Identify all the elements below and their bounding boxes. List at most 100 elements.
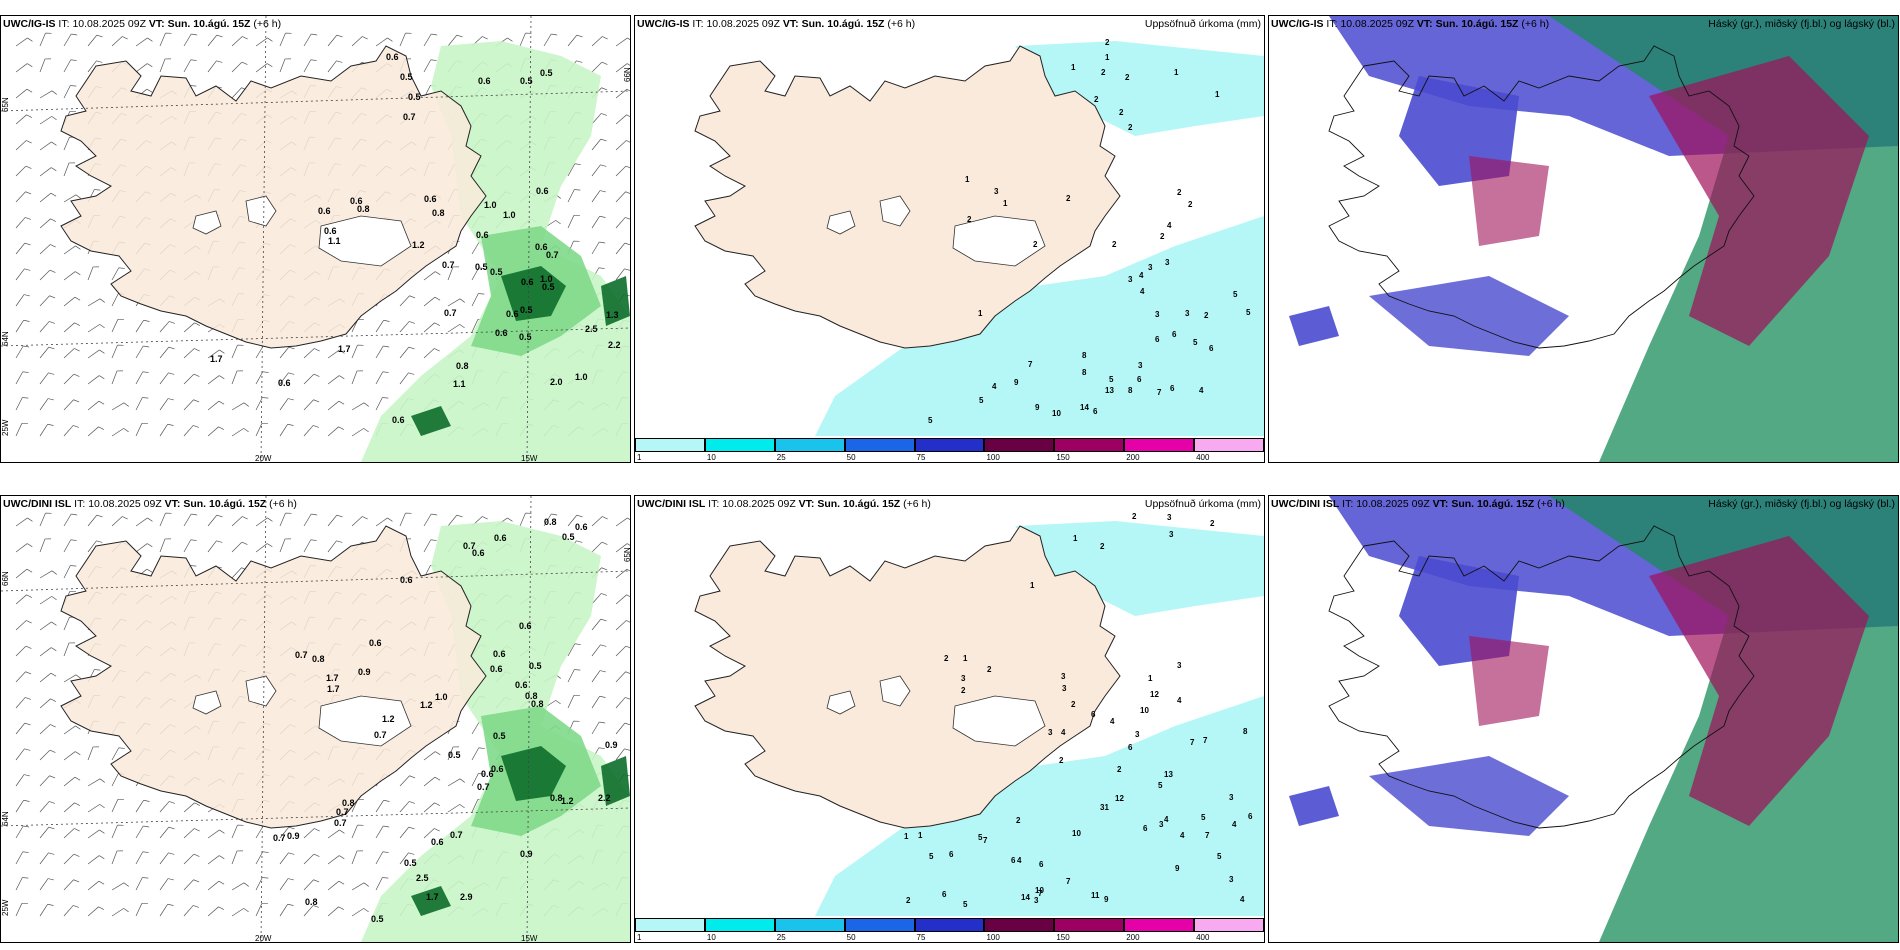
precip-value-label: 1.7	[210, 354, 223, 364]
wind-barb	[615, 88, 630, 99]
it-label: IT:	[1326, 18, 1338, 30]
accum-value-label: 10	[1052, 409, 1061, 418]
precip-value-label: 0.5	[448, 750, 461, 760]
wind-barb	[375, 517, 393, 527]
colorbar-swatch	[1124, 918, 1195, 932]
accum-value-label: 4	[992, 382, 997, 391]
accum-value-label: 2	[944, 654, 949, 663]
wind-barb	[63, 271, 81, 281]
wind-barb	[111, 267, 125, 281]
wind-barb	[423, 828, 440, 839]
wind-barb	[111, 747, 125, 761]
precip-value-label: 0.6	[318, 206, 331, 216]
precip-value-label: 0.9	[287, 831, 300, 841]
wind-barb	[15, 620, 32, 631]
precip-value-label: 0.6	[386, 52, 399, 62]
accum-value-label: 5	[1158, 781, 1163, 790]
precip-value-label: 0.5	[400, 72, 413, 82]
wind-barb	[423, 802, 441, 813]
wind-barb	[63, 85, 77, 99]
cloud-field-layer	[1269, 496, 1898, 942]
wind-barb	[39, 698, 57, 709]
wind-barb	[327, 855, 345, 865]
wind-barb	[375, 371, 389, 385]
wind-barb	[87, 34, 103, 47]
wind-barb	[15, 902, 28, 917]
accum-precip-panel-row2: UWC/DINI ISL IT: 10.08.2025 09Z VT: Sun.…	[634, 495, 1265, 943]
wind-barb	[111, 798, 124, 813]
wind-barb	[231, 402, 249, 411]
precip-value-label: 0.6	[478, 76, 491, 86]
wind-barb	[399, 801, 415, 813]
precip-value-label: 1.0	[575, 372, 588, 382]
wind-barb	[351, 824, 364, 839]
colorbar-swatch	[1194, 918, 1264, 932]
model-name: UWC/DINI ISL	[3, 498, 72, 510]
vt-label: VT:	[1416, 18, 1433, 30]
wind-barb	[159, 538, 172, 553]
wind-barb	[15, 594, 33, 605]
colorbar-tick-label: 100	[986, 453, 1000, 462]
wind-barb	[255, 371, 269, 385]
accum-value-label: 7	[1028, 360, 1033, 369]
wind-barb	[423, 33, 438, 47]
accum-value-label: 4	[1167, 221, 1172, 230]
accum-value-label: 2	[1112, 240, 1117, 249]
panel-header: UWC/IG-IS IT: 10.08.2025 09Z VT: Sun. 10…	[3, 18, 281, 30]
cloud-area	[1289, 306, 1339, 346]
colorbar-tick-label: 100	[986, 933, 1000, 942]
wind-barb	[183, 33, 198, 47]
accum-value-label: 3	[1061, 672, 1066, 681]
accum-value-label: 14	[1080, 403, 1089, 412]
accum-value-label: 6	[1011, 856, 1016, 865]
wind-barb	[183, 399, 200, 411]
wind-barb	[63, 905, 79, 917]
precip-value-label: 0.6	[521, 277, 534, 287]
colorbar-swatch	[704, 438, 775, 452]
accum-value-label: 7	[1205, 831, 1210, 840]
precip-value-label: 1.0	[540, 274, 553, 284]
wind-barb	[87, 426, 105, 437]
wind-barb	[15, 722, 31, 735]
it-value: 10.08.2025 09Z	[1356, 498, 1430, 510]
precip-value-label: 0.6	[519, 621, 532, 631]
wind-barb	[447, 34, 463, 47]
lead-time: (+6 h)	[269, 498, 297, 510]
accum-value-label: 4	[1199, 386, 1204, 395]
wind-barb	[519, 32, 532, 47]
accum-value-label: 8	[1082, 351, 1087, 360]
wind-barb	[15, 517, 33, 527]
precip-value-label: 0.6	[350, 196, 363, 206]
precip-value-label: 1.1	[453, 379, 466, 389]
wind-barb	[87, 349, 105, 359]
accum-title: Uppsöfnuð úrkoma (mm)	[1144, 18, 1261, 30]
accum-value-label: 6	[1128, 743, 1133, 752]
wind-barb	[39, 372, 55, 385]
precip-value-label: 0.9	[520, 849, 533, 859]
precip-value-label: 1.7	[326, 673, 339, 683]
precip-value-label: 0.8	[432, 208, 445, 218]
wind-barb	[159, 512, 172, 527]
wind-barb	[279, 512, 292, 527]
wind-barb	[591, 113, 607, 125]
wind-barb	[87, 266, 100, 281]
wind-barb	[39, 269, 56, 281]
wind-barb	[399, 826, 415, 839]
wind-barb	[135, 877, 149, 891]
wind-barb	[39, 621, 57, 631]
accum-value-label: 7	[1038, 889, 1043, 898]
colorbar-tick-label: 150	[1056, 453, 1070, 462]
wind-barb	[615, 722, 630, 735]
wind-barb	[111, 402, 129, 411]
precip-value-label: 0.8	[312, 654, 325, 664]
wind-barb	[15, 191, 32, 203]
lat-label-66n: 66N	[1, 571, 10, 586]
precip-value-label: 0.5	[371, 914, 384, 924]
cloud-title: Háský (gr.), miðský (fj.bl.) og lágský (…	[1708, 18, 1895, 30]
accum-value-label: 2	[1177, 188, 1182, 197]
wind-barb	[39, 826, 55, 839]
accum-value-label: 1	[1174, 68, 1179, 77]
wind-barb	[39, 321, 55, 333]
glacier	[318, 695, 412, 747]
